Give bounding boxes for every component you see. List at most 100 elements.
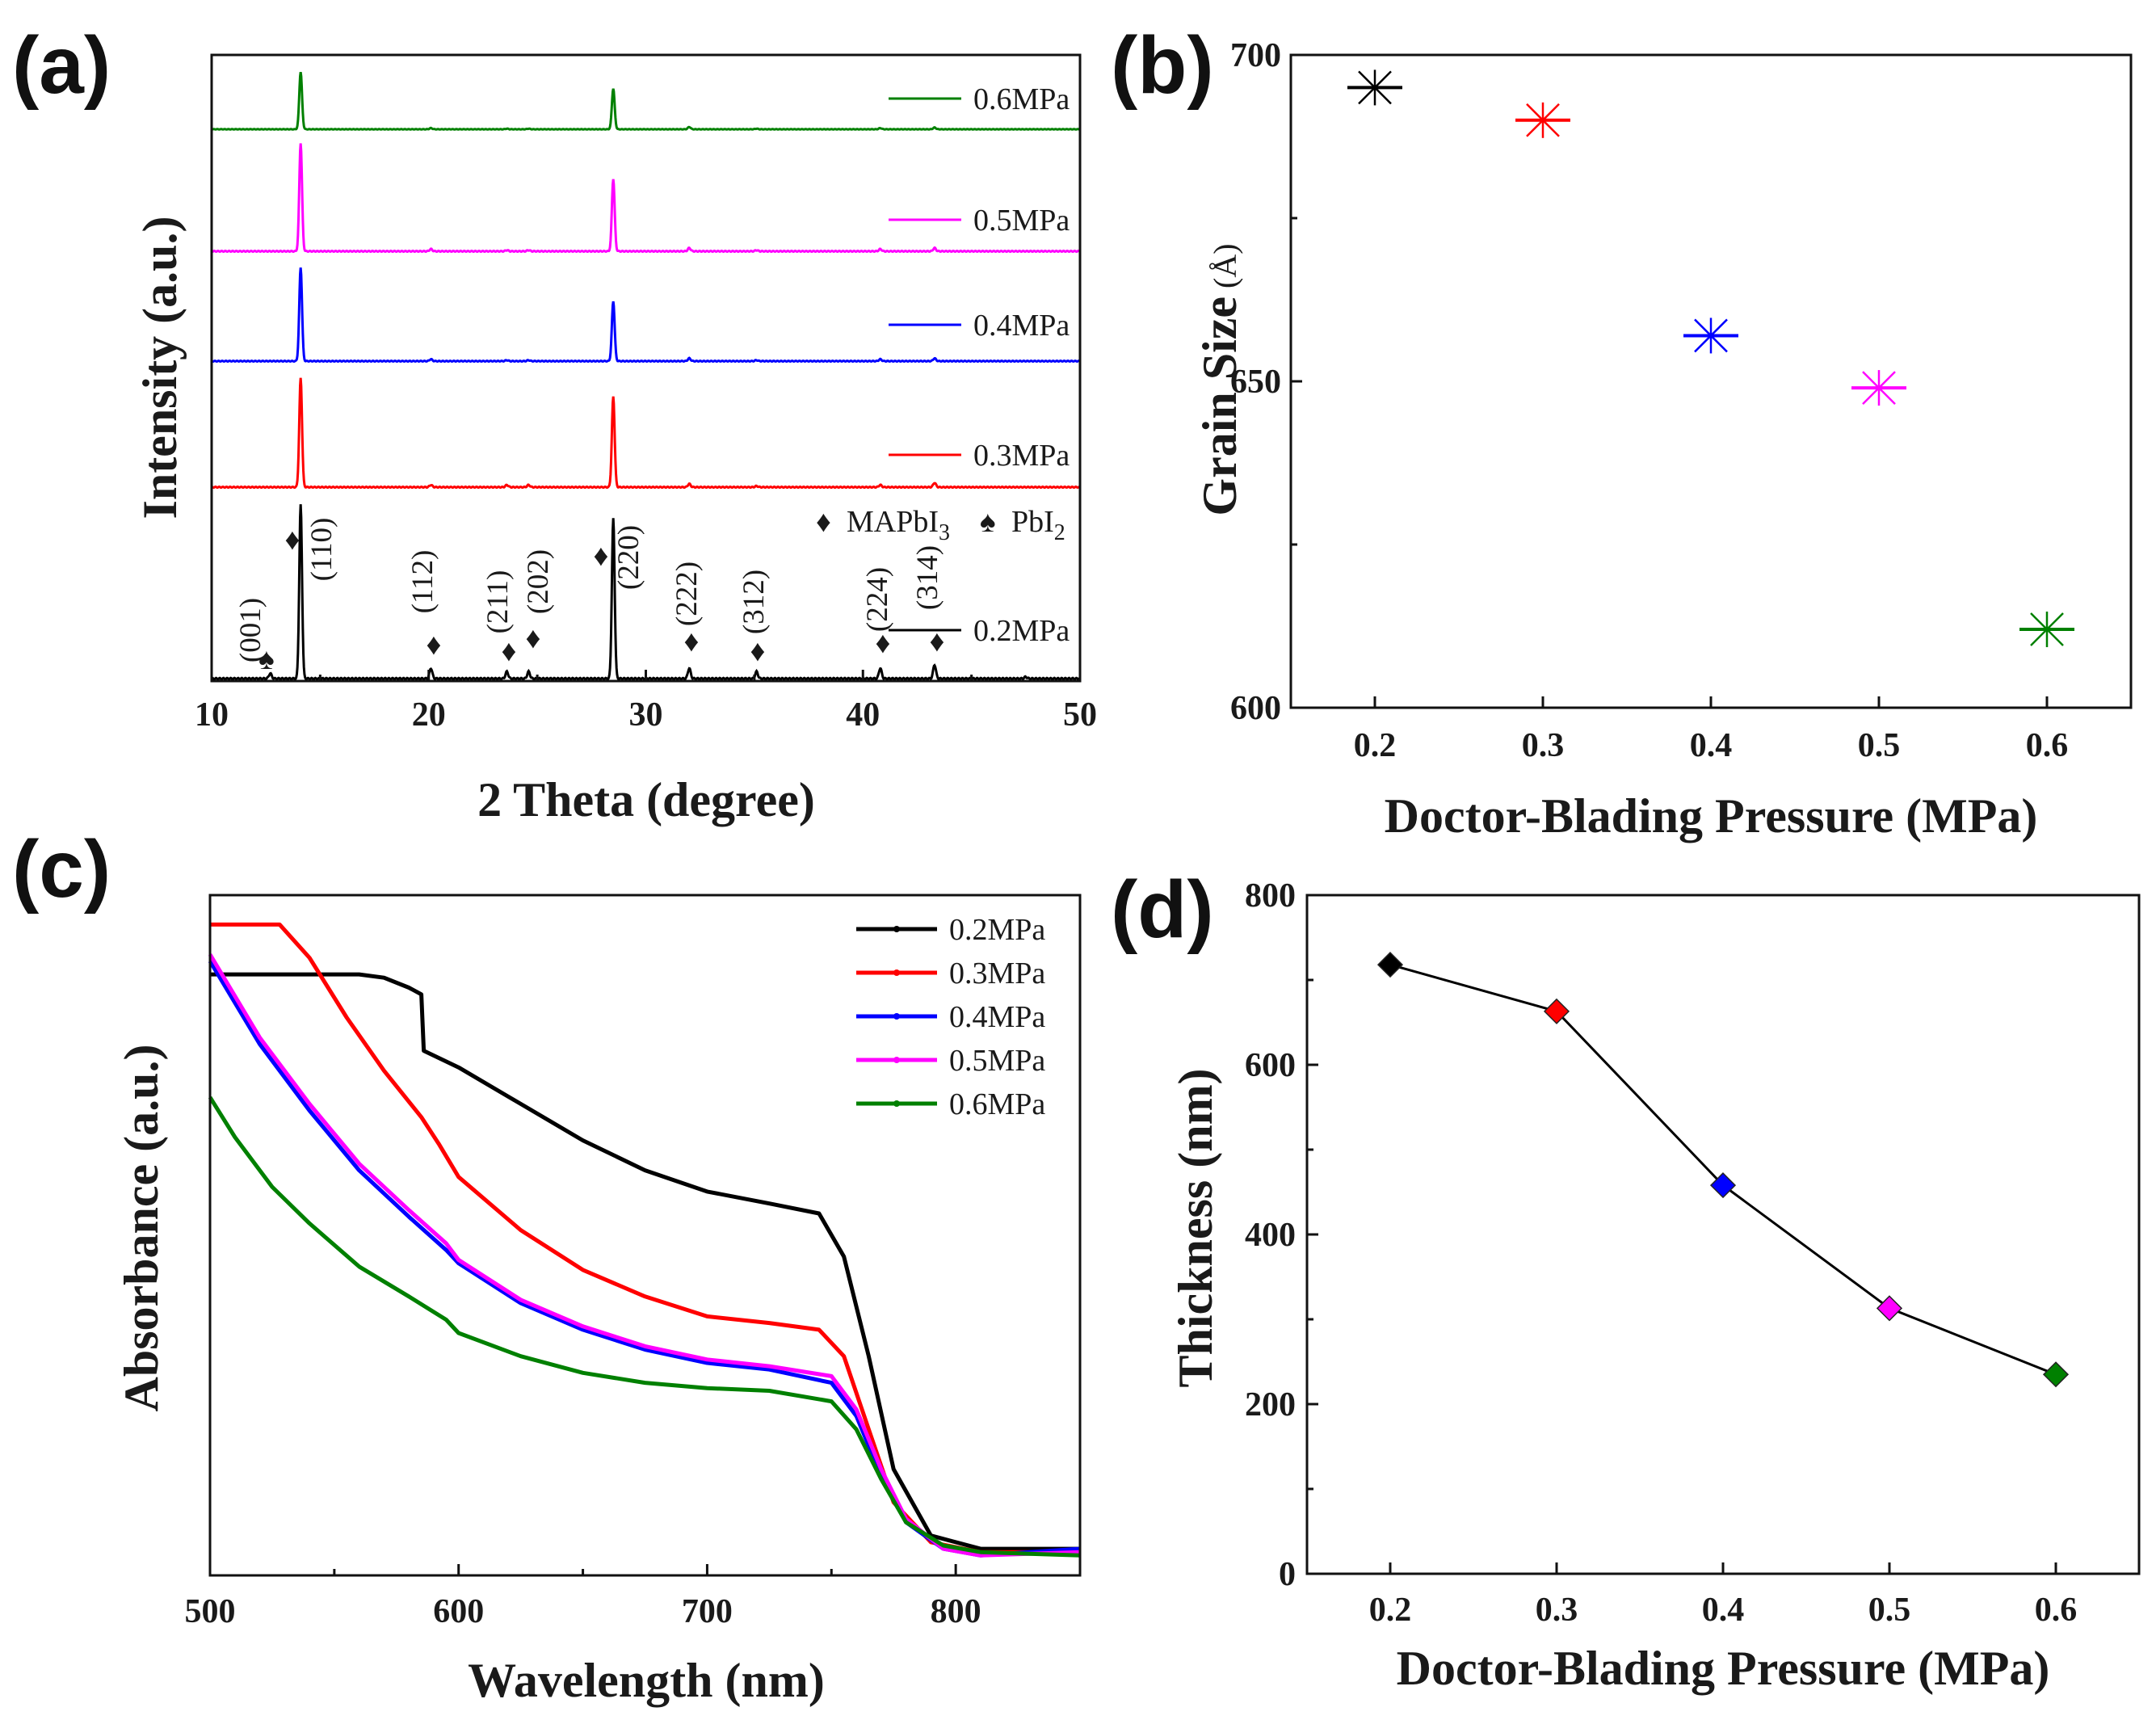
chart-b-xlabel: Doctor-Blading Pressure (MPa)	[1385, 789, 2038, 843]
chart-d-xtick-label: 0.5	[1868, 1592, 1911, 1629]
xrd-peak-marker: ♦	[750, 635, 766, 668]
chart-b: 0.2 0.3 0.4 0.5 0.6 600 650 700 Doctor-Blading …	[1193, 37, 2133, 843]
chart-a-xtick-label: 30	[629, 696, 663, 734]
chart-c-legend-marker	[893, 1100, 900, 1107]
grain-size-point	[1851, 370, 1906, 406]
chart-c-legend-marker	[893, 1013, 900, 1020]
chart-c-legend-text: 0.4MPa	[949, 1000, 1045, 1034]
panel-label-d: (d)	[1111, 864, 1214, 955]
chart-c-xlabel: Wavelength (nm)	[468, 1654, 825, 1707]
chart-b-ytick-label: 600	[1230, 690, 1281, 727]
chart-b-ytick-label: 650	[1230, 364, 1281, 401]
chart-d-xtick-label: 0.6	[2035, 1592, 2078, 1629]
phase-legend: ♦ MAPbI3 ♠ PbI2	[816, 505, 1065, 545]
xrd-line-0p3MPa	[211, 377, 1081, 490]
chart-b-xtick-label: 0.6	[2026, 727, 2069, 764]
chart-b-xtick-label: 0.2	[1354, 727, 1397, 764]
chart-a-legend-text: 0.3MPa	[973, 439, 1070, 473]
chart-d-ylabel: Thickness (nm)	[1169, 1068, 1222, 1387]
chart-c-legend-text: 0.3MPa	[949, 957, 1045, 990]
xrd-peak-label: (222)	[670, 561, 704, 626]
thickness-point	[1876, 1295, 1903, 1322]
chart-b-xtick-label: 0.4	[1690, 727, 1733, 764]
chart-c-legend-marker	[893, 926, 900, 932]
xrd-peak-label: (220)	[612, 525, 645, 590]
chart-a-legend-text: 0.4MPa	[973, 309, 1070, 343]
chart-d-xtick-label: 0.4	[1702, 1592, 1745, 1629]
absorbance-line-0p2MPa	[210, 972, 1080, 1551]
xrd-line-0p6MPa	[211, 71, 1081, 131]
chart-b-ylabel-text: Grain Size	[1193, 296, 1246, 516]
pbi2-marker: ♠	[980, 506, 996, 539]
chart-c-xtick-label: 800	[931, 1593, 981, 1630]
xrd-peak-marker: ♦	[526, 622, 541, 655]
mapbi3-text: MAPbI3	[847, 505, 950, 545]
chart-a-xlabel: 2 Theta (degree)	[477, 773, 815, 826]
mapbi3-subscript: 3	[939, 520, 950, 545]
chart-d-xlabel: Doctor-Blading Pressure (MPa)	[1397, 1642, 2050, 1695]
xrd-peak-label: (202)	[522, 549, 555, 614]
chart-b-ytick-label: 700	[1230, 37, 1281, 74]
thickness-point	[1543, 998, 1570, 1024]
chart-a-xtick-label: 50	[1063, 696, 1097, 734]
chart-a: 10 20 30 40 50 2 Theta (degree) Intensity (a…	[133, 53, 1097, 826]
grain-size-point	[1683, 318, 1738, 354]
panel-label-b: (b)	[1111, 20, 1214, 111]
chart-c-xtick-label: 600	[433, 1593, 484, 1630]
chart-b-frame	[1289, 53, 2133, 709]
chart-c-xtick-label: 700	[682, 1593, 733, 1630]
xrd-line-0p4MPa	[211, 267, 1081, 364]
thickness-line	[1389, 963, 2057, 1376]
chart-c-legend-marker	[893, 969, 900, 976]
chart-a-legend-text: 0.6MPa	[973, 82, 1070, 116]
chart-a-legend-text: 0.2MPa	[973, 614, 1070, 648]
panel-label-c: (c)	[12, 824, 111, 915]
chart-d-xtick-label: 0.2	[1369, 1592, 1412, 1629]
thickness-point	[1709, 1172, 1737, 1199]
chart-d-ytick-label: 600	[1245, 1047, 1296, 1084]
chart-a-xtick-label: 10	[195, 696, 229, 734]
thickness-point	[1376, 952, 1404, 978]
xrd-peak-marker: ♠	[258, 643, 275, 676]
chart-d-ytick-label: 200	[1245, 1386, 1296, 1424]
xrd-peak-marker: ♦	[427, 629, 442, 662]
xrd-peak-marker: ♦	[684, 625, 700, 658]
chart-c-ylabel: Absorbance (a.u.)	[115, 1044, 168, 1411]
xrd-peak-label: (211)	[481, 570, 515, 634]
xrd-peak-marker: ♦	[594, 540, 609, 573]
grain-size-point	[1515, 102, 1570, 138]
chart-c-legend-text: 0.5MPa	[949, 1044, 1045, 1078]
chart-a-xtick-label: 20	[412, 696, 446, 734]
grain-size-point	[2019, 612, 2074, 648]
absorbance-line-0p6MPa	[208, 1096, 1081, 1558]
xrd-peak-label: (314)	[911, 545, 944, 610]
chart-a-xtick-label: 40	[846, 696, 880, 734]
xrd-peak-label: (224)	[861, 567, 894, 632]
xrd-peak-label: (112)	[406, 550, 439, 614]
chart-b-xtick-label: 0.5	[1858, 727, 1901, 764]
pbi2-label: PbI	[1011, 505, 1054, 539]
chart-d-ytick-label: 0	[1279, 1556, 1296, 1593]
pbi2-text: PbI2	[1011, 505, 1065, 545]
chart-b-ylabel-unit: (Å)	[1207, 243, 1243, 288]
xrd-peak-label: (312)	[738, 570, 771, 634]
chart-a-ylabel: Intensity (a.u.)	[133, 216, 187, 519]
xrd-peak-marker: ♦	[930, 625, 945, 658]
chart-b-xtick-label: 0.3	[1522, 727, 1565, 764]
mapbi3-label: MAPbI	[847, 505, 939, 539]
xrd-line-0p5MPa	[211, 143, 1081, 254]
grain-size-point	[1347, 69, 1402, 106]
xrd-peak-marker: ♦	[285, 524, 300, 557]
chart-d-frame	[1305, 894, 2141, 1575]
pbi2-subscript: 2	[1054, 520, 1065, 545]
chart-d: 0.2 0.3 0.4 0.5 0.6 0 200 400 600 800 Doctor-Blad…	[1169, 877, 2141, 1695]
xrd-peak-marker: ♦	[876, 627, 891, 660]
chart-a-legend-text: 0.5MPa	[973, 204, 1070, 238]
chart-a-plot	[211, 71, 1081, 681]
panel-label-a: (a)	[12, 20, 111, 111]
chart-b-ylabel: Grain Size (Å)	[1193, 243, 1246, 515]
chart-c: 500 600 700 800 Wavelength (nm) Absorbance …	[115, 894, 1082, 1707]
chart-d-ytick-label: 800	[1245, 877, 1296, 915]
xrd-peak-label: (001)	[234, 598, 267, 662]
